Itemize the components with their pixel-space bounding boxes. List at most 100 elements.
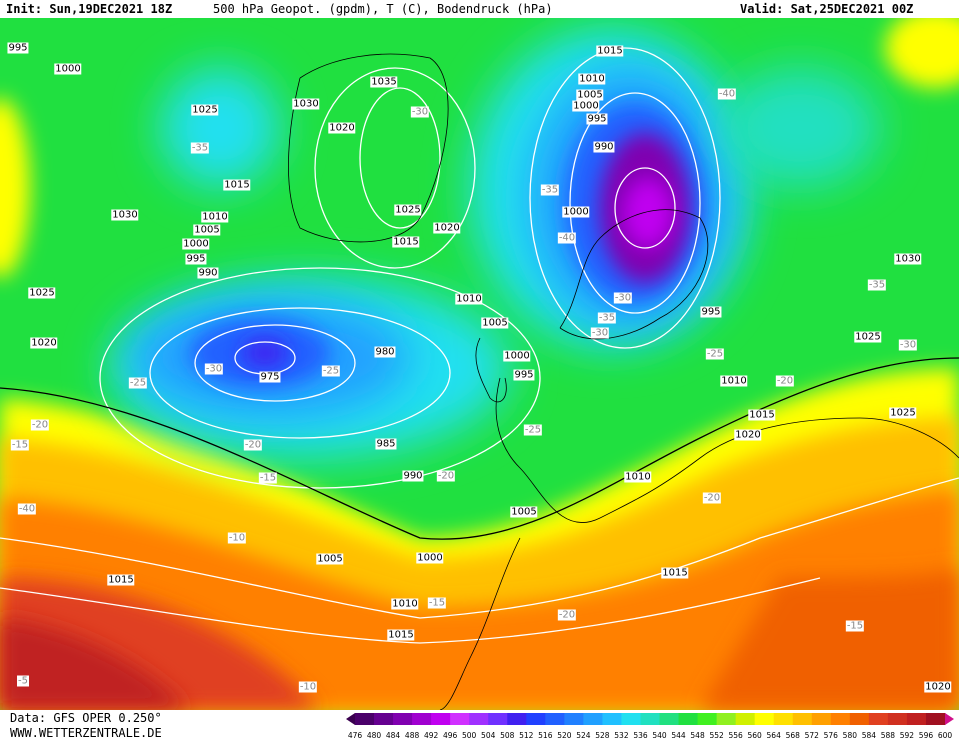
isotherm-label: -30 — [613, 292, 633, 304]
isobar-label: 1015 — [596, 45, 624, 57]
isobar-label: 1005 — [481, 317, 509, 329]
isotherm-label: -35 — [597, 312, 617, 324]
isotherm-label: -35 — [190, 142, 210, 154]
isobar-label: 1020 — [30, 337, 58, 349]
colorbar-cell — [564, 713, 584, 725]
isobar-label: 1020 — [924, 681, 952, 693]
colorbar-cell — [735, 713, 756, 725]
colorbar-label: 524 — [576, 731, 591, 740]
isotherm-label: -25 — [321, 365, 341, 377]
isobar-label: 1025 — [191, 104, 219, 116]
isobar-label: 1000 — [182, 238, 210, 250]
isobar-label: 1005 — [193, 224, 221, 236]
isobar-label: 1015 — [387, 629, 415, 641]
isobar-label: 990 — [593, 141, 615, 153]
isotherm-label: -10 — [227, 532, 247, 544]
isotherm-label: -30 — [590, 327, 610, 339]
colorbar-label: 528 — [595, 731, 610, 740]
isobar-label: 1010 — [455, 293, 483, 305]
colorbar-label: 560 — [748, 731, 763, 740]
colorbar-cell — [868, 713, 889, 725]
isobar-label: 1005 — [316, 553, 344, 565]
colorbar-cell — [811, 713, 832, 725]
colorbar-cell — [602, 713, 622, 725]
isotherm-label: -40 — [557, 232, 577, 244]
colorbar-label: 536 — [633, 731, 648, 740]
isobar-label: 975 — [259, 371, 281, 383]
isobar-label: 1015 — [748, 409, 776, 421]
colorbar-label: 552 — [709, 731, 724, 740]
isotherm-label: -10 — [298, 681, 318, 693]
isobar-label: 1010 — [391, 598, 419, 610]
isobar-label: 1010 — [720, 375, 748, 387]
isotherm-label: -30 — [898, 339, 918, 351]
isobars — [0, 47, 959, 644]
isotherm-label: -40 — [717, 88, 737, 100]
colorbar-label: 500 — [462, 731, 477, 740]
field — [0, 18, 959, 710]
colorbar-cell — [659, 713, 680, 725]
colorbar-label: 488 — [405, 731, 420, 740]
isobar-label: 1005 — [576, 89, 604, 101]
isobar-label: 1030 — [894, 253, 922, 265]
colorbar-cell — [830, 713, 851, 725]
isobar-label: 1015 — [392, 236, 420, 248]
colorbar-cell — [507, 713, 527, 725]
colorbar-cell — [754, 713, 775, 725]
colorbar-cell — [849, 713, 870, 725]
colorbar-cell — [393, 713, 413, 725]
colorbar-cell — [887, 713, 908, 725]
isotherm-label: -20 — [702, 492, 722, 504]
isotherm-label: -35 — [867, 279, 887, 291]
colorbar-cell — [906, 713, 927, 725]
colorbar-label: 564 — [767, 731, 782, 740]
colorbar-cell — [583, 713, 603, 725]
isotherm-label: -5 — [17, 675, 29, 687]
colorbar-label: 568 — [786, 731, 801, 740]
isobar-label: 1020 — [734, 429, 762, 441]
colorbar-cell — [526, 713, 546, 725]
valid-time: Valid: Sat,25DEC2021 00Z — [740, 2, 914, 16]
colorbar-cell — [792, 713, 813, 725]
isobar-label: 1025 — [854, 331, 882, 343]
isotherm-label: -40 — [17, 503, 37, 515]
isobar-label: 1020 — [328, 122, 356, 134]
isobar-label: 995 — [586, 113, 608, 125]
isobar-label: 1005 — [510, 506, 538, 518]
colorbar-cell — [355, 713, 375, 725]
colorbar-label: 592 — [900, 731, 915, 740]
colorbar-label: 520 — [557, 731, 572, 740]
colorbar-label: 576 — [824, 731, 839, 740]
colorbar-label: 584 — [862, 731, 877, 740]
colorbar-cell — [545, 713, 565, 725]
website: WWW.WETTERZENTRALE.DE — [10, 726, 162, 740]
colorbar-label: 516 — [538, 731, 553, 740]
colorbar: 476 480 484 488 492 496 500 504 508 512 516 520 524 5… — [346, 713, 954, 740]
colorbar-cell — [488, 713, 508, 725]
colorbar-label: 580 — [843, 731, 858, 740]
colorbar-cell — [697, 713, 718, 725]
isobar-label: 1010 — [578, 73, 606, 85]
colorbar-cell — [450, 713, 470, 725]
map-title: 500 hPa Geopot. (gpdm), T (C), Bodendruc… — [213, 2, 553, 16]
isobar-label: 1010 — [201, 211, 229, 223]
isotherm-label: -20 — [775, 375, 795, 387]
colorbar-cell — [431, 713, 451, 725]
colorbar-cell — [716, 713, 737, 725]
isotherm-label: -15 — [258, 472, 278, 484]
isotherm-label: -20 — [30, 419, 50, 431]
colorbar-label: 492 — [424, 731, 439, 740]
colorbar-label: 508 — [500, 731, 515, 740]
colorbar-label: 588 — [881, 731, 896, 740]
map — [0, 18, 959, 710]
colorbar-label: 540 — [652, 731, 667, 740]
isobar-label: 1000 — [503, 350, 531, 362]
colorbar-cell — [773, 713, 794, 725]
colorbar-cell — [678, 713, 699, 725]
colorbar-label: 532 — [614, 731, 629, 740]
isobar-label: 1030 — [111, 209, 139, 221]
isobar-label: 1025 — [394, 204, 422, 216]
isobar-label: 1025 — [889, 407, 917, 419]
isobar-label: 1025 — [28, 287, 56, 299]
isobar-label: 1035 — [370, 76, 398, 88]
